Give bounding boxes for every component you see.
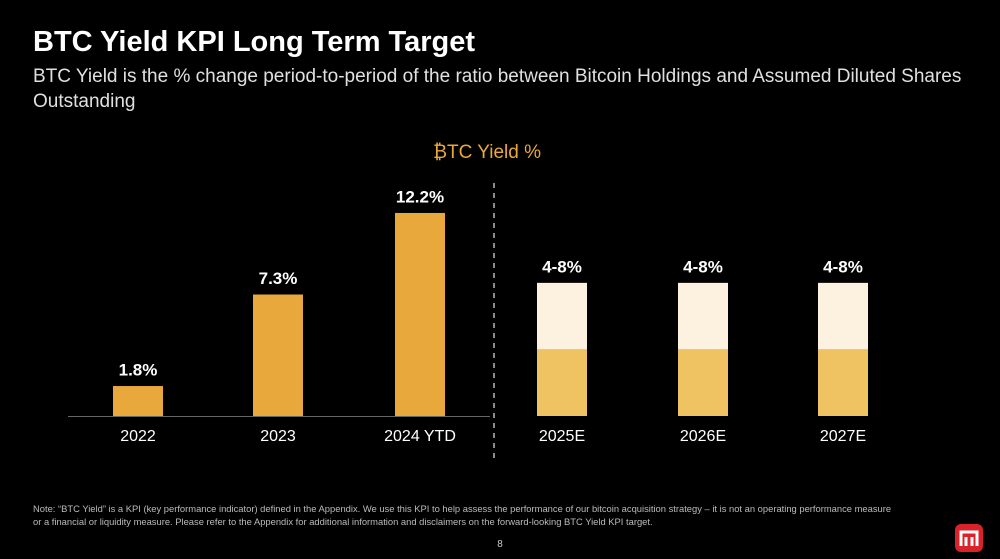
- range-low-bar: [537, 349, 587, 416]
- footnote: Note: “BTC Yield” is a KPI (key performa…: [33, 503, 892, 514]
- bar: [113, 386, 163, 416]
- slide-subtitle: BTC Yield is the % change period-to-peri…: [33, 66, 962, 112]
- range-low-bar: [818, 349, 868, 416]
- range-high-bar: [818, 282, 868, 350]
- value-label: 12.2%: [396, 187, 444, 206]
- chart-title: ₿TC Yield %: [433, 142, 541, 163]
- value-label: 7.3%: [259, 269, 298, 288]
- x-tick-label: 2025E: [539, 428, 585, 445]
- value-label: 1.8%: [119, 361, 158, 380]
- slide-title: BTC Yield KPI Long Term Target: [33, 26, 476, 58]
- chart: ₿TC Yield % 1.8% 2022 7.3% 2023 12.2% 2024 YT…: [68, 142, 868, 462]
- range-high-bar: [678, 282, 728, 350]
- value-label: 4-8%: [683, 257, 723, 276]
- x-tick-label: 2024 YTD: [384, 428, 456, 445]
- x-tick-label: 2027E: [820, 428, 866, 445]
- x-tick-label: 2026E: [680, 428, 726, 445]
- range-high-bar: [537, 282, 587, 350]
- footnote: or a financial or liquidity measure. Ple…: [33, 516, 653, 527]
- bar: [395, 212, 445, 416]
- value-label: 4-8%: [542, 257, 582, 276]
- x-tick-label: 2023: [260, 428, 296, 445]
- range-low-bar: [678, 349, 728, 416]
- value-label: 4-8%: [823, 257, 863, 276]
- page-number: 8: [497, 539, 503, 550]
- x-tick-label: 2022: [120, 428, 156, 445]
- bar: [253, 294, 303, 416]
